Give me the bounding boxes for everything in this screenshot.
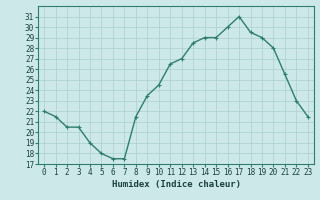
X-axis label: Humidex (Indice chaleur): Humidex (Indice chaleur): [111, 180, 241, 189]
